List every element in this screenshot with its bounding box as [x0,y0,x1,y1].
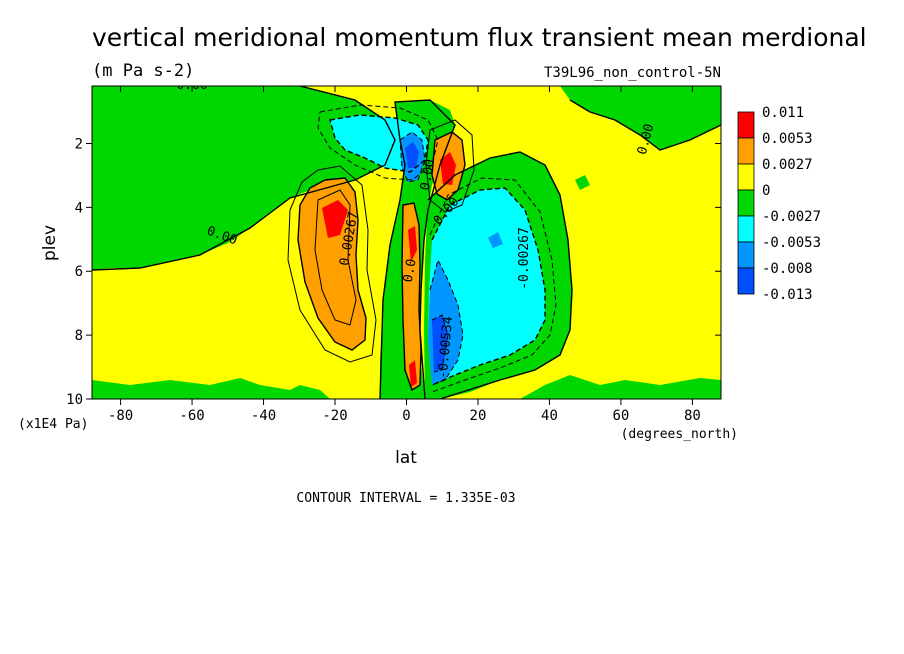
contour-interval: CONTOUR INTERVAL = 1.335E-03 [296,491,515,506]
region-deepblue-lower [432,315,448,372]
contour-neg-upper-outer [317,104,439,181]
region-green-upper-south [92,86,395,270]
contour-lines [92,86,721,399]
x-tick-label: 60 [613,408,630,424]
contour-neg-north-core [431,314,449,373]
region-green-north-spot [575,175,590,190]
legend-swatch [737,241,755,269]
contour-upper-cell [431,131,466,201]
chart-units: (m Pa s-2) [92,61,194,81]
contour-equator-strip [401,202,422,392]
contour-neg-north-outer [429,177,557,393]
legend-swatch [737,163,755,191]
contour-label: -0.00534 [436,316,456,380]
x-tick-label: -20 [322,408,347,424]
contour-zero-north [427,151,573,399]
run-label: T39L96_non_control-5N [544,65,721,81]
legend-swatch [737,137,755,165]
legend-swatch [737,111,755,139]
x-tick-label: -60 [179,408,204,424]
color-legend: 0.011 0.0053 0.0027 0 -0.0027 -0.0053 -0.008 -0… [737,105,821,303]
contour-label: 0.0 [401,258,420,284]
y-axis: 2 4 6 8 10 [66,136,721,408]
legend-level-label: 0.0053 [762,131,813,147]
region-red-bottom [409,360,417,387]
contour-neg-north [431,187,546,386]
x-axis-label: lat [395,448,417,468]
y-tick-label: 8 [75,328,83,344]
contour-label: -0.00267 [517,227,532,290]
contour-zero-upper-south [92,86,396,271]
region-deepblue-upper [405,142,419,168]
contour-lines-negative [317,104,557,393]
chart-title: vertical meridional momentum flux transi… [92,23,867,52]
region-green-south-bottom [92,378,330,399]
y-tick-label: 10 [66,392,83,408]
region-green-north-bottom [520,375,721,399]
x-units: (degrees_north) [621,427,738,442]
x-tick-label: 40 [541,408,558,424]
contour-upper-cell-outer [425,119,475,213]
region-red-equator [408,226,417,262]
region-blue-north-spot [488,232,503,248]
legend-level-label: 0.011 [762,105,804,121]
y-tick-label: 4 [75,200,83,216]
legend-swatch [737,215,755,243]
y-units: (x1E4 Pa) [18,417,88,432]
contour-zero-upper-north [569,99,721,151]
x-tick-label: 20 [470,408,487,424]
contour-zero-core [379,99,456,399]
x-tick-label: 80 [684,408,701,424]
legend-level-label: -0.0027 [762,209,821,225]
x-tick-label: 0 [402,408,410,424]
contour-neg-north-inner [429,258,464,386]
x-axis: -80 -60 -40 -20 0 20 40 60 80 [108,86,701,424]
legend-level-label: -0.0053 [762,235,821,251]
contour-neg-upper [329,114,429,173]
contour-south-cell-outer [287,165,377,363]
legend-swatch [737,189,755,217]
legend-level-label: 0.0027 [762,157,813,173]
region-red-south [322,200,348,238]
y-axis-label: plev [40,225,60,261]
legend-level-label: 0 [762,183,770,199]
legend-level-label: -0.008 [762,261,813,277]
x-tick-label: -40 [251,408,276,424]
x-tick-label: -80 [108,408,133,424]
legend-swatch [737,267,755,295]
contour-south-cell-orange [297,177,367,351]
contour-label: 0.00 [418,158,438,191]
contour-neg-upper-inner [399,131,426,183]
region-red-upper [440,152,456,185]
region-green-upper-north [560,86,721,150]
y-tick-label: 2 [75,136,83,152]
legend-level-label: -0.013 [762,287,813,303]
y-tick-label: 6 [75,264,83,280]
contour-south-cell-inner [314,189,357,326]
